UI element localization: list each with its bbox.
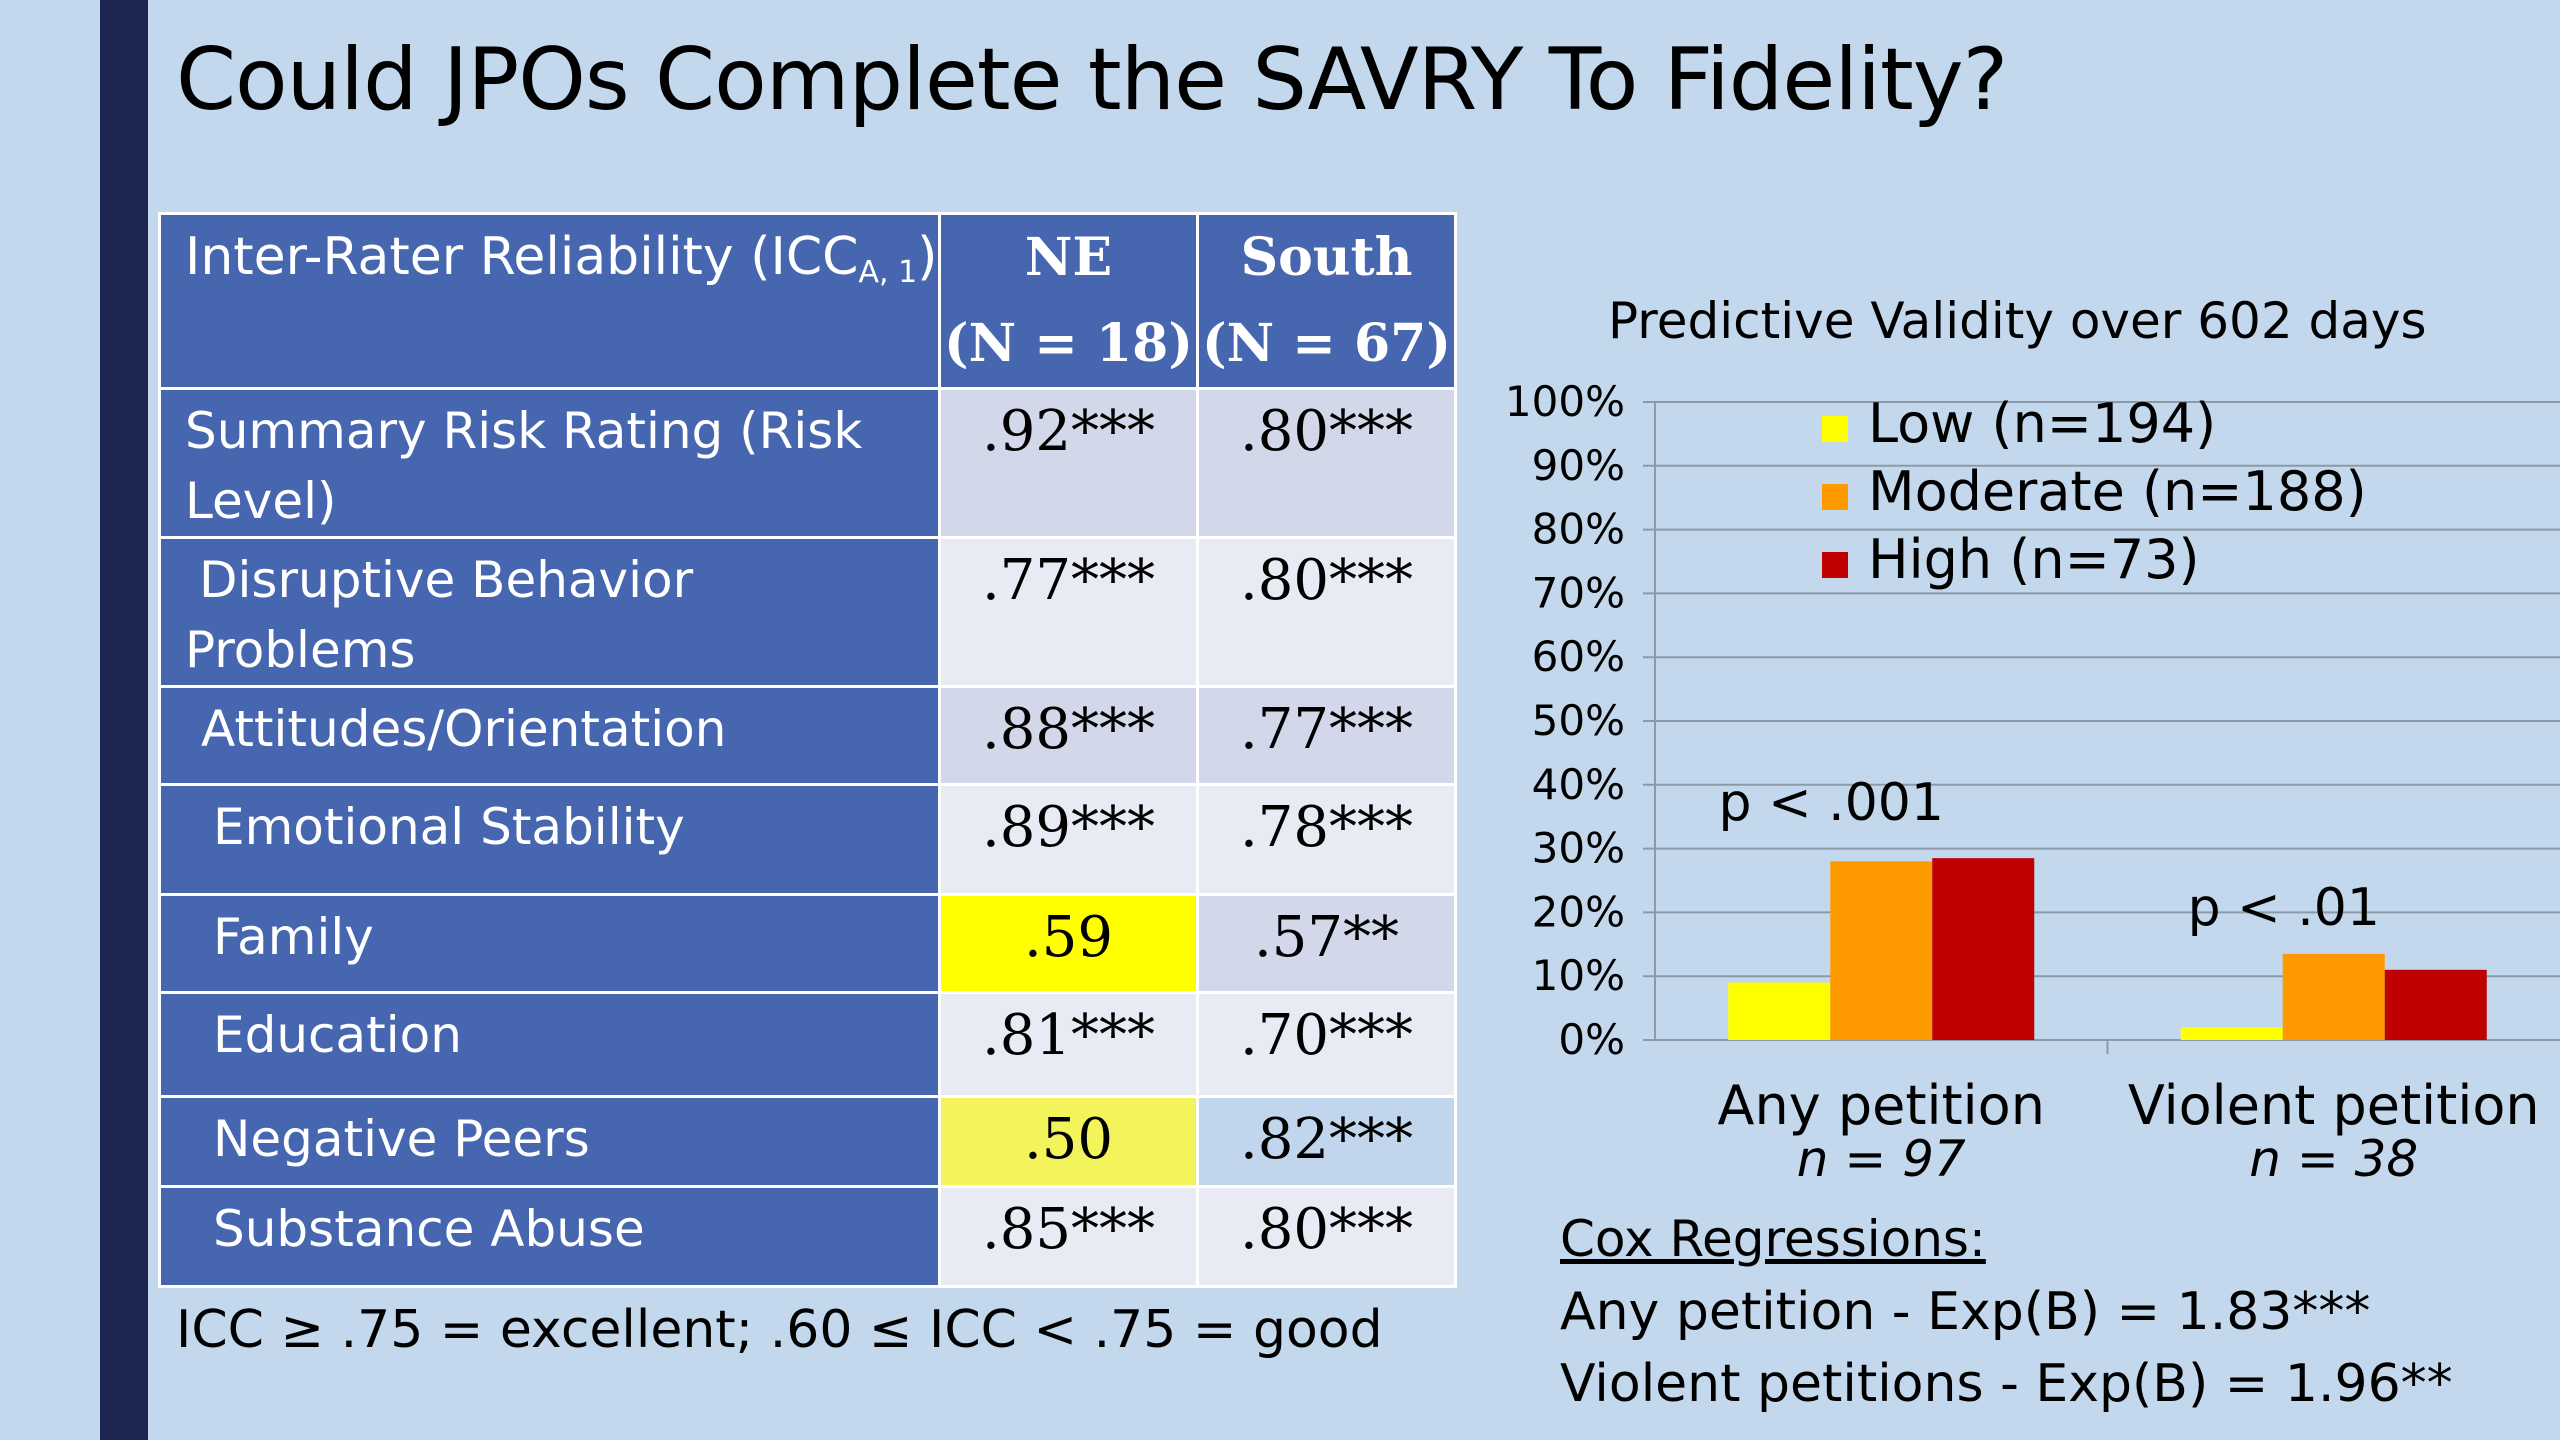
- header-ne: NE (N = 18): [938, 212, 1199, 390]
- legend-swatch: [1822, 416, 1848, 442]
- legend-swatch: [1822, 484, 1848, 510]
- x-category-n: n = 97: [1797, 1130, 1966, 1188]
- row-label: Education: [158, 991, 941, 1098]
- south-value: .80***: [1196, 1185, 1457, 1288]
- table-row: Disruptive Behavior Problems .77*** .80*…: [158, 536, 1457, 688]
- ne-value: .85***: [938, 1185, 1199, 1288]
- y-tick-label: 10%: [1532, 951, 1625, 1000]
- table-header-row: Inter-Rater Reliability (ICCA, 1) NE (N …: [158, 212, 1457, 390]
- p-value-annotation: p < .01: [2188, 878, 2380, 938]
- header-south: South (N = 67): [1196, 212, 1457, 390]
- x-category-label: Any petition: [1718, 1074, 2045, 1137]
- bar-high: [2384, 969, 2487, 1040]
- ne-value-highlighted: .50: [938, 1095, 1199, 1188]
- y-tick-label: 100%: [1505, 377, 1625, 426]
- legend-label: Low (n=194): [1868, 392, 2216, 455]
- bar-moderate: [2282, 953, 2385, 1040]
- row-label: Family: [158, 893, 941, 994]
- row-label: Negative Peers: [158, 1095, 941, 1188]
- bar-high: [1932, 858, 2035, 1040]
- table-row: Education .81*** .70***: [158, 991, 1457, 1098]
- header-ne-n: (N = 18): [944, 313, 1193, 374]
- icc-table: Inter-Rater Reliability (ICCA, 1) NE (N …: [158, 212, 1457, 1288]
- cox-title: Cox Regressions:: [1560, 1210, 1986, 1268]
- table-row: Emotional Stability .89*** .78***: [158, 783, 1457, 896]
- y-tick-label: 20%: [1532, 887, 1625, 936]
- table-row: Attitudes/Orientation .88*** .77***: [158, 685, 1457, 786]
- x-category-n: n = 38: [2249, 1130, 2418, 1188]
- y-tick-label: 40%: [1532, 760, 1625, 809]
- row-label: Emotional Stability: [158, 783, 941, 896]
- y-tick-label: 90%: [1532, 441, 1625, 490]
- x-category-label: Violent petition: [2128, 1074, 2540, 1137]
- icc-threshold-note: ICC ≥ .75 = excellent; .60 ≤ ICC < .75 =…: [176, 1300, 1383, 1360]
- header-label: Inter-Rater Reliability (ICCA, 1): [158, 212, 941, 390]
- south-value: .80***: [1196, 536, 1457, 688]
- y-tick-label: 30%: [1532, 824, 1625, 873]
- row-label: Substance Abuse: [158, 1185, 941, 1288]
- south-value: .57**: [1196, 893, 1457, 994]
- south-value: .78***: [1196, 783, 1457, 896]
- south-value: .82***: [1196, 1095, 1457, 1188]
- south-value: .77***: [1196, 685, 1457, 786]
- bar-low: [1728, 982, 1831, 1040]
- table-row: Summary Risk Rating (Risk Level) .92*** …: [158, 387, 1457, 539]
- ne-value-highlighted: .59: [938, 893, 1199, 994]
- south-value: .70***: [1196, 991, 1457, 1098]
- y-tick-label: 50%: [1532, 696, 1625, 745]
- predictive-validity-chart: 0% 10% 20% 30% 40% 50% 60% 70% 80% 90% 100% Any pet…: [1505, 377, 2560, 1188]
- cox-line-any: Any petition - Exp(B) = 1.83***: [1560, 1282, 2371, 1342]
- slide-title: Could JPOs Complete the SAVRY To Fidelit…: [176, 30, 2008, 130]
- legend-label: High (n=73): [1868, 528, 2200, 591]
- y-tick-label: 80%: [1532, 505, 1625, 554]
- y-tick-label: 70%: [1532, 568, 1625, 617]
- bar-moderate: [1830, 861, 1933, 1040]
- p-value-annotation: p < .001: [1719, 773, 1944, 833]
- ne-value: .81***: [938, 991, 1199, 1098]
- table-row: Substance Abuse .85*** .80***: [158, 1185, 1457, 1288]
- row-label: Summary Risk Rating (Risk Level): [158, 387, 941, 539]
- y-tick-label: 0%: [1558, 1015, 1625, 1064]
- bar-low: [2180, 1027, 2283, 1040]
- legend-swatch: [1822, 552, 1848, 578]
- header-south-n: (N = 67): [1202, 313, 1451, 374]
- row-label: Disruptive Behavior Problems: [158, 536, 941, 688]
- ne-value: .92***: [938, 387, 1199, 539]
- chart-title: Predictive Validity over 602 days: [1608, 292, 2427, 350]
- header-ne-title: NE: [1024, 227, 1113, 288]
- y-tick-label: 60%: [1532, 632, 1625, 681]
- left-accent-bar: [100, 0, 148, 1440]
- table-row: Negative Peers .50 .82***: [158, 1095, 1457, 1188]
- legend-label: Moderate (n=188): [1868, 460, 2367, 523]
- south-value: .80***: [1196, 387, 1457, 539]
- cox-line-violent: Violent petitions - Exp(B) = 1.96**: [1560, 1354, 2453, 1414]
- ne-value: .77***: [938, 536, 1199, 688]
- ne-value: .88***: [938, 685, 1199, 786]
- table-row: Family .59 .57**: [158, 893, 1457, 994]
- row-label: Attitudes/Orientation: [158, 685, 941, 786]
- header-south-title: South: [1240, 227, 1413, 288]
- ne-value: .89***: [938, 783, 1199, 896]
